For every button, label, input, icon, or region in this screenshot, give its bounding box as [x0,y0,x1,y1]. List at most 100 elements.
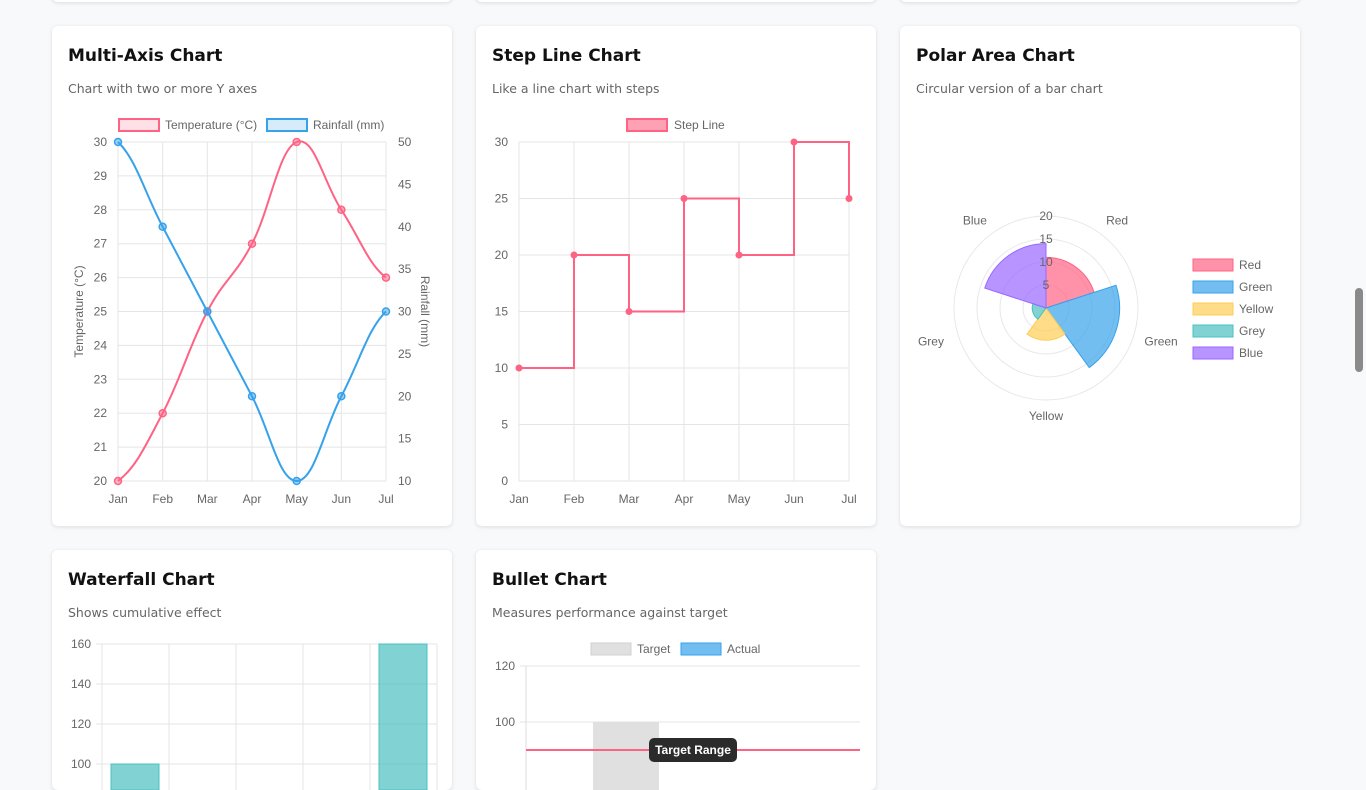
y2-tick-label: 10 [398,474,412,488]
y2-tick-label: 40 [398,220,412,234]
polar-segment [1045,256,1095,309]
polar-area-card: Polar Area Chart Circular version of a b… [900,26,1300,526]
legend-swatch [1192,280,1234,294]
legend-label: Actual [727,642,760,656]
data-point [247,239,257,248]
data-point [158,222,167,231]
bullet-chart[interactable]: 100 120 Target Actual Target Range [476,550,876,790]
legend-swatch [118,118,160,132]
legend-label: Rainfall (mm) [313,118,384,132]
legend-swatch [1192,302,1234,316]
legend-label: Target [637,642,671,656]
data-point [247,392,257,401]
polar-segment [1045,284,1121,369]
y-tick-label: 25 [94,305,108,319]
card-title: Bullet Chart [492,570,607,590]
point-label: Grey [918,334,944,348]
y-axis-title: Temperature (°C) [72,265,86,357]
annotation-label-box [649,738,737,762]
y-tick-label: 120 [495,659,515,673]
y-tick-label: 120 [71,717,91,731]
legend-label: Yellow [1239,302,1274,316]
y2-tick-label: 45 [398,177,412,191]
y-tick-label: 23 [94,372,108,386]
data-point [845,195,853,202]
x-tick-label: Jan [108,492,127,506]
card-above-1 [52,0,452,2]
x-tick-label: Jun [332,492,351,506]
data-point [292,137,301,147]
y2-tick-label: 25 [398,347,412,361]
x-tick-label: May [728,492,751,506]
y2-axis-title: Rainfall (mm) [418,276,432,347]
legend-swatch [1192,258,1234,272]
y-tick-label: 140 [71,677,91,691]
data-point [113,137,123,147]
y-tick-label: 21 [94,440,108,454]
data-point [381,307,391,316]
r-tick-label: 10 [1039,255,1053,269]
step-line-card: Step Line Chart Like a line chart with s… [476,26,876,526]
x-tick-label: May [285,492,308,506]
data-point [292,476,301,486]
x-tick-label: Apr [675,492,694,506]
point-label: Blue [963,214,987,228]
y2-tick-label: 30 [398,305,412,319]
y-tick-label: 25 [495,192,509,206]
card-subtitle: Measures performance against target [492,605,728,620]
legend-swatch [1192,346,1234,360]
data-point [735,251,743,259]
scrollbar-thumb[interactable] [1355,288,1363,372]
x-tick-label: Mar [197,492,218,506]
polar-segment [984,243,1047,309]
x-tick-label: Jul [841,492,856,506]
legend-swatch [590,642,632,656]
bullet-card: Bullet Chart Measures performance agains… [476,550,876,790]
y-tick-label: 20 [94,474,108,488]
multi-axis-chart[interactable]: 20 21 22 23 24 25 26 27 28 29 30 10 15 20 25 30 35 40 45 50… [52,26,452,526]
r-tick-label: 20 [1039,209,1053,223]
legend-label: Blue [1239,346,1263,360]
card-subtitle: Circular version of a bar chart [916,81,1103,96]
x-tick-label: Apr [243,492,262,506]
card-title: Step Line Chart [492,46,641,66]
y-tick-label: 0 [501,474,508,488]
y-tick-label: 29 [94,169,108,183]
data-point [515,364,523,372]
legend-label: Green [1239,280,1272,294]
card-subtitle: Like a line chart with steps [492,81,660,96]
waterfall-chart[interactable]: 100 120 140 160 [52,550,452,790]
point-label: Red [1106,214,1128,228]
scrollbar[interactable] [1351,0,1366,768]
card-title: Polar Area Chart [916,46,1075,66]
y2-tick-label: 50 [398,135,412,149]
waterfall-bar [378,643,428,790]
r-tick-label: 15 [1039,232,1053,246]
polar-segment [1026,307,1066,341]
data-point [158,408,167,418]
y-tick-label: 100 [71,757,91,771]
data-point [680,195,688,202]
card-subtitle: Shows cumulative effect [68,605,222,620]
legend-label: Red [1239,258,1261,272]
y-tick-label: 30 [495,135,509,149]
card-above-3 [900,0,1300,2]
waterfall-card: Waterfall Chart Shows cumulative effect … [52,550,452,790]
data-point [381,273,391,282]
y-tick-label: 27 [94,237,108,251]
legend-swatch [626,118,668,132]
polar-area-chart[interactable]: Red Red Green Green Yellow Yellow Grey Grey Blue… [900,26,1300,526]
data-point [203,307,212,316]
data-point [337,392,346,401]
y-tick-label: 10 [495,361,509,375]
radial-grid [953,215,1139,401]
data-point [790,138,798,146]
legend-label: Temperature (°C) [165,118,257,132]
y-tick-label: 160 [71,637,91,651]
x-tick-label: Mar [619,492,640,506]
data-point [337,205,346,215]
legend-swatch [1192,324,1234,338]
y-tick-label: 5 [501,418,508,432]
y-tick-label: 24 [94,338,108,352]
